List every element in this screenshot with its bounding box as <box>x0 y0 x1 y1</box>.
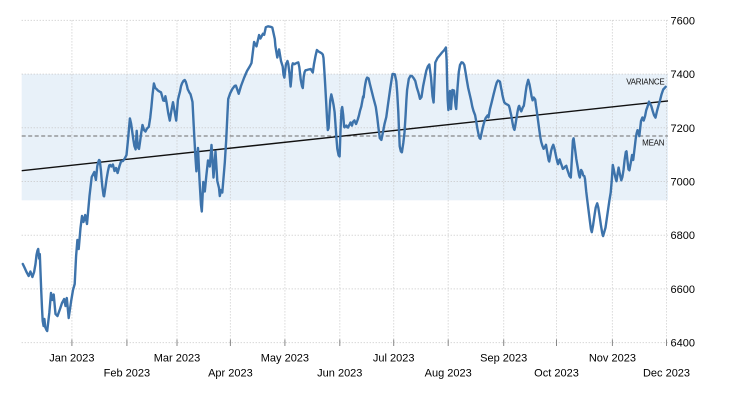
svg-text:VARIANCE: VARIANCE <box>626 77 664 86</box>
svg-text:Aug 2023: Aug 2023 <box>425 368 472 380</box>
svg-text:May 2023: May 2023 <box>261 353 309 365</box>
svg-text:6600: 6600 <box>671 284 695 296</box>
svg-text:Nov 2023: Nov 2023 <box>589 353 636 365</box>
svg-text:Sep 2023: Sep 2023 <box>480 353 527 365</box>
svg-text:6400: 6400 <box>671 338 695 350</box>
svg-text:Jul 2023: Jul 2023 <box>373 353 415 365</box>
svg-text:Mar 2023: Mar 2023 <box>154 353 200 365</box>
svg-text:MEAN: MEAN <box>642 138 665 147</box>
svg-text:Jan 2023: Jan 2023 <box>49 353 94 365</box>
svg-text:6800: 6800 <box>671 230 695 242</box>
svg-text:7200: 7200 <box>671 123 695 135</box>
svg-text:Oct 2023: Oct 2023 <box>534 368 579 380</box>
svg-text:7600: 7600 <box>671 15 695 27</box>
svg-text:Dec 2023: Dec 2023 <box>643 368 690 380</box>
svg-text:7400: 7400 <box>671 69 695 81</box>
svg-text:Jun 2023: Jun 2023 <box>317 368 362 380</box>
svg-text:Feb 2023: Feb 2023 <box>104 368 150 380</box>
svg-text:Apr 2023: Apr 2023 <box>208 368 253 380</box>
svg-text:7000: 7000 <box>671 177 695 189</box>
